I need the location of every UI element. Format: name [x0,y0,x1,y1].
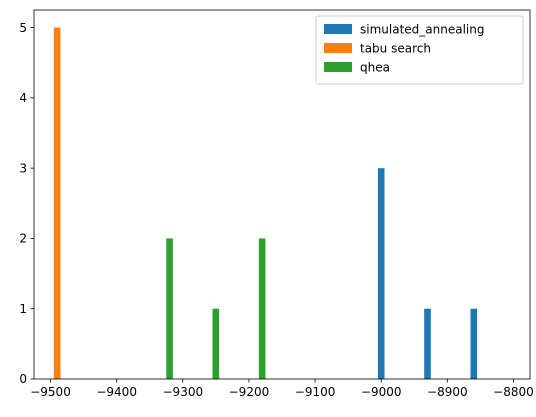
axes-frame [33,9,531,380]
bar-simulated-annealing [377,168,385,379]
bar-qhea [166,238,173,379]
legend-swatch [324,24,352,34]
x-tick-label: −8800 [493,385,534,399]
bar-qhea [258,238,266,379]
x-tick-label: −9000 [361,385,402,399]
y-tick-label: 0 [19,372,27,386]
bar-simulated-annealing [470,308,478,379]
x-tick-label: −9500 [30,385,71,399]
axes-group: −9500 −9400 −9300 −9200 −9100 −9000 −8900 −8800… [19,9,534,399]
x-tick-label: −9300 [163,385,204,399]
x-tick-label: −9100 [295,385,336,399]
bar-qhea [212,308,220,379]
bar-tabu-search [53,27,61,379]
bars-group [53,27,478,379]
legend-swatch [324,62,352,72]
y-tick-label: 1 [19,302,27,316]
y-tick-label: 2 [19,232,27,246]
x-tick-label: −9200 [229,385,270,399]
x-tick-label: −8900 [427,385,468,399]
legend-swatch [324,43,352,53]
legend-box [315,15,524,85]
legend-label: qhea [360,61,390,75]
x-tick-label: −9400 [96,385,137,399]
legend-label: tabu search [360,42,431,56]
bar-simulated-annealing [424,308,431,379]
y-tick-label: 3 [19,161,27,175]
legend-label: simulated_annealing [360,23,484,37]
y-tick-label: 5 [19,21,27,35]
y-tick-label: 4 [19,91,27,105]
